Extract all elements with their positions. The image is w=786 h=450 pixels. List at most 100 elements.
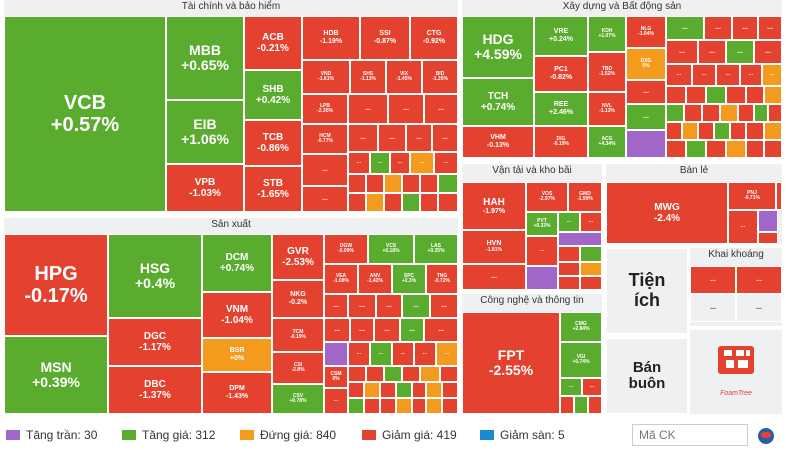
tile-SPC[interactable]: SPC +2.3% xyxy=(392,264,426,294)
tile-more-fin-12[interactable]: ... xyxy=(390,152,410,174)
tile-small-trn-1[interactable] xyxy=(558,246,580,262)
tile-small-prd-11[interactable] xyxy=(412,382,426,398)
tile-small-con-24[interactable] xyxy=(726,140,746,158)
tile-more-prd-15[interactable]: ... xyxy=(414,342,436,366)
tile-more-prd-8[interactable]: ... xyxy=(374,318,400,342)
tile-more-con-3[interactable]: ... xyxy=(666,16,704,40)
tile-HSG[interactable]: HSG +0.4% xyxy=(108,234,202,318)
tile-small-fin-7[interactable] xyxy=(348,193,366,212)
tile-more-prd-12[interactable]: ... xyxy=(348,342,370,366)
tile-more-con-10[interactable]: ... xyxy=(754,40,782,64)
tile-small-prd-20[interactable] xyxy=(442,398,458,414)
tile-DGC[interactable]: DGC -1.17% xyxy=(108,318,202,366)
tile-SSI[interactable]: SSI -0.87% xyxy=(360,16,410,60)
tile-more-con-14[interactable]: ... xyxy=(740,64,762,86)
tile-TCM[interactable]: TCM -0.19% xyxy=(272,318,324,352)
tile-more-fin-1[interactable]: ... xyxy=(302,154,348,186)
tile-more-con-15[interactable]: ... xyxy=(762,64,782,86)
tile-GVR[interactable]: GVR -2.53% xyxy=(272,234,324,280)
tile-more-trn-4[interactable]: ... xyxy=(526,236,558,266)
tile-small-con-20[interactable] xyxy=(764,122,782,140)
tile-more-min-4[interactable]: ... xyxy=(736,294,782,322)
tile-CSV[interactable]: CSV +0.78% xyxy=(272,384,324,414)
tile-small-prd-5[interactable] xyxy=(420,366,440,382)
tile-FPT[interactable]: FPT -2.55% xyxy=(462,312,560,414)
tile-ACG[interactable]: ACG +4.34% xyxy=(588,126,626,158)
tile-more-con-5[interactable]: ... xyxy=(732,16,758,40)
tile-small-con-2[interactable] xyxy=(686,86,706,104)
tile-VOS[interactable]: VOS -2.97% xyxy=(526,182,568,212)
tile-more-fin-10[interactable]: ... xyxy=(348,152,370,174)
tile-more-fin-13[interactable]: ... xyxy=(410,152,434,174)
tile-more-min-3[interactable]: ... xyxy=(690,294,736,322)
tile-small-con-25[interactable] xyxy=(746,140,764,158)
tile-small-con-6[interactable] xyxy=(764,86,782,104)
tile-DXG[interactable]: DXG 0% xyxy=(626,48,666,80)
tile-small-con-23[interactable] xyxy=(706,140,726,158)
tile-more-prd-2[interactable]: ... xyxy=(348,294,376,318)
tile-more-con-12[interactable]: ... xyxy=(692,64,716,86)
tile-VRE[interactable]: VRE +0.24% xyxy=(534,16,588,56)
stock-search-input[interactable] xyxy=(632,424,748,446)
tile-small-con-22[interactable] xyxy=(686,140,706,158)
section-utilities[interactable]: Tiện ích xyxy=(606,248,688,334)
tile-small-con-13[interactable] xyxy=(768,104,782,122)
tile-MBB[interactable]: MBB +0.65% xyxy=(166,16,244,100)
tile-VEA[interactable]: VEA -1.08% xyxy=(324,264,358,294)
tile-GMD[interactable]: GMD -1.99% xyxy=(568,182,602,212)
tile-small-con-11[interactable] xyxy=(738,104,754,122)
tile-HVN[interactable]: HVN -1.81% xyxy=(462,230,526,264)
tile-small-prd-16[interactable] xyxy=(380,398,396,414)
tile-small-con-8[interactable] xyxy=(684,104,702,122)
tile-more-fin-3[interactable]: ... xyxy=(348,94,388,124)
tile-TNG[interactable]: TNG -0.72% xyxy=(426,264,458,294)
tile-more-trn-3[interactable]: ... xyxy=(580,212,602,232)
tile-small-con-26[interactable] xyxy=(764,140,782,158)
tile-NLG[interactable]: NLG -1.04% xyxy=(626,16,666,48)
tile-small-trn-6[interactable] xyxy=(580,276,602,290)
tile-small-con-1[interactable] xyxy=(666,86,686,104)
tile-small-prd-1[interactable] xyxy=(348,366,366,382)
tile-small-tec-2[interactable] xyxy=(574,396,588,414)
tile-more-tec-1[interactable]: ... xyxy=(560,378,582,396)
tile-small-con-17[interactable] xyxy=(714,122,730,140)
tile-small-prd-9[interactable] xyxy=(380,382,396,398)
tile-small-prd-12[interactable] xyxy=(426,382,442,398)
tile-more-prd-4[interactable]: ... xyxy=(402,294,430,318)
tile-small-con-14[interactable] xyxy=(666,122,682,140)
tile-small-ret-2[interactable] xyxy=(758,232,778,244)
tile-TBD[interactable]: TBD -1.52% xyxy=(588,52,626,92)
tile-LPB[interactable]: LPB -2.35% xyxy=(302,94,348,124)
tile-ceiling-ret-1[interactable] xyxy=(758,210,778,232)
tile-NKG[interactable]: NKG -0.2% xyxy=(272,280,324,318)
tile-small-fin-3[interactable] xyxy=(384,174,402,193)
tile-REE[interactable]: REE +2.46% xyxy=(534,92,588,126)
tile-CSM[interactable]: CSM 0% xyxy=(324,366,348,388)
language-globe-icon[interactable] xyxy=(758,428,774,444)
tile-more-prd-3[interactable]: ... xyxy=(376,294,402,318)
tile-more-prd-16[interactable]: ... xyxy=(436,342,458,366)
tile-small-prd-8[interactable] xyxy=(364,382,380,398)
tile-LAS[interactable]: LAS +0.35% xyxy=(414,234,458,264)
tile-more-prd-7[interactable]: ... xyxy=(350,318,374,342)
tile-more-tec-2[interactable]: ... xyxy=(582,378,602,396)
tile-STB[interactable]: STB -1.65% xyxy=(244,166,302,212)
tile-DIG[interactable]: DIG -0.19% xyxy=(534,126,588,158)
tile-NVL[interactable]: NVL -1.13% xyxy=(588,92,626,126)
tile-ceiling-trn-1[interactable] xyxy=(558,232,602,246)
tile-small-tec-1[interactable] xyxy=(560,396,574,414)
tile-BID[interactable]: BID -1.26% xyxy=(422,60,458,94)
tile-more-con-4[interactable]: ... xyxy=(704,16,732,40)
tile-more-con-13[interactable]: ... xyxy=(716,64,740,86)
tile-VGI[interactable]: VGI +0.74% xyxy=(560,342,602,378)
tile-more-prd-5[interactable]: ... xyxy=(430,294,458,318)
tile-small-fin-8[interactable] xyxy=(366,193,384,212)
tile-small-fin-11[interactable] xyxy=(420,193,438,212)
tile-more-con-7[interactable]: ... xyxy=(666,40,698,64)
tile-small-prd-13[interactable] xyxy=(442,382,458,398)
tile-more-prd-11[interactable]: ... xyxy=(324,388,348,414)
tile-more-fin-2[interactable]: ... xyxy=(302,186,348,212)
tile-DBC[interactable]: DBC -1.37% xyxy=(108,366,202,414)
tile-more-fin-5[interactable]: ... xyxy=(424,94,458,124)
tile-small-prd-18[interactable] xyxy=(412,398,426,414)
